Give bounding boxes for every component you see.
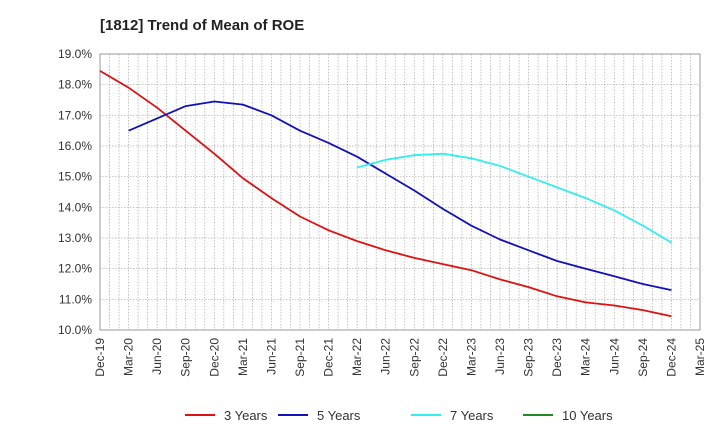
legend-label: 3 Years (224, 408, 268, 423)
y-tick-label: 13.0% (58, 231, 92, 245)
x-tick-label: Dec-19 (93, 338, 107, 377)
x-tick-label: Mar-20 (122, 338, 136, 376)
legend-label: 5 Years (317, 408, 361, 423)
x-tick-label: Jun-22 (379, 338, 393, 375)
x-tick-label: Mar-21 (236, 338, 250, 376)
x-tick-label: Dec-21 (322, 338, 336, 377)
y-tick-label: 15.0% (58, 170, 92, 184)
x-tick-label: Mar-25 (693, 338, 707, 376)
grid-lines (100, 54, 700, 330)
x-tick-label: Jun-20 (150, 338, 164, 375)
x-tick-label: Dec-22 (436, 338, 450, 377)
x-tick-label: Sep-23 (522, 338, 536, 377)
x-tick-label: Dec-24 (664, 338, 678, 377)
series-line-7-years (356, 152, 672, 244)
x-tick-label: Dec-20 (207, 338, 221, 377)
y-tick-label: 16.0% (58, 139, 92, 153)
series-line-5-years (128, 100, 672, 291)
y-tick-label: 19.0% (58, 47, 92, 61)
series-lines (99, 70, 672, 318)
legend-label: 10 Years (562, 408, 613, 423)
y-tick-label: 17.0% (58, 108, 92, 122)
plot-area-border (99, 53, 701, 331)
x-tick-label: Sep-24 (636, 338, 650, 377)
y-tick-label: 14.0% (58, 200, 92, 214)
x-tick-label: Sep-21 (293, 338, 307, 377)
x-tick-label: Jun-24 (607, 338, 621, 375)
y-tick-label: 12.0% (58, 262, 92, 276)
legend: 3 Years 5 Years 7 Years 10 Years (185, 408, 613, 423)
x-tick-label: Sep-20 (179, 338, 193, 377)
y-tick-label: 18.0% (58, 78, 92, 92)
y-tick-label: 10.0% (58, 323, 92, 337)
x-tick-label: Dec-23 (550, 338, 564, 377)
axes: 10.0% 11.0% 12.0% 13.0% 14.0% 15.0% 16.0% 17.0%… (58, 47, 707, 377)
legend-label: 7 Years (450, 408, 494, 423)
series-line-3-years (99, 70, 672, 318)
x-tick-label: Sep-22 (407, 338, 421, 377)
x-tick-label: Mar-23 (464, 338, 478, 376)
y-tick-label: 11.0% (59, 292, 92, 306)
chart-title: [1812] Trend of Mean of ROE (100, 17, 304, 34)
x-tick-label: Mar-24 (579, 338, 593, 376)
x-tick-label: Jun-23 (493, 338, 507, 375)
x-tick-label: Jun-21 (264, 338, 278, 375)
x-tick-label: Mar-22 (350, 338, 364, 376)
